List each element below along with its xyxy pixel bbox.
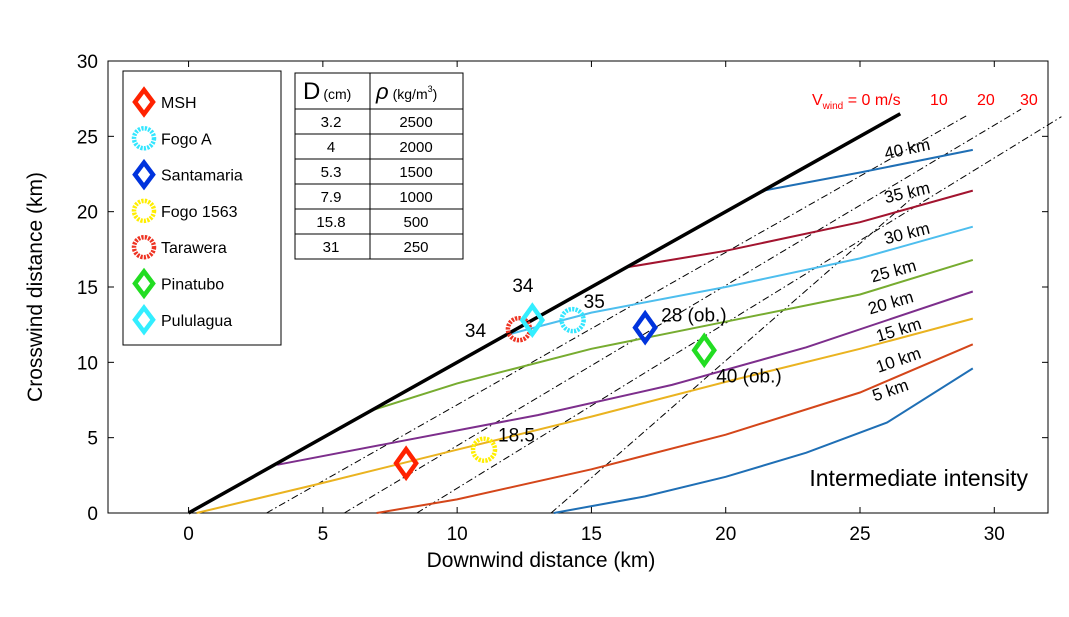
contour-10-km (376, 343, 974, 514)
y-tick-label-10: 10 (77, 353, 98, 374)
contour-5-km (553, 367, 974, 514)
legend-marker-pinatubo (132, 267, 156, 300)
table-cell-diameter-4: 15.8 (316, 214, 345, 231)
marker-pinatubo (691, 332, 717, 369)
contour-40-km (763, 148, 973, 192)
y-axis: 0 5 10 15 20 25 30 (77, 52, 1048, 525)
y-tick-label-15: 15 (77, 278, 98, 299)
y-tick-label-30: 30 (77, 52, 98, 73)
table-cell-diameter-0: 3.2 (321, 114, 342, 131)
table-header-d-symbol: D (303, 78, 320, 105)
table-cell-diameter-3: 7.9 (321, 189, 342, 206)
wind-line-30 (416, 116, 1062, 514)
table-cell-density-4: 500 (403, 214, 428, 231)
table-header-d: D (cm) (303, 78, 351, 105)
table-rows: 3.2 2500 4 2000 5.3 1500 7.9 1000 15.8 500 31 250 (295, 114, 463, 256)
contour-20-km (277, 290, 974, 466)
table-header-d-unit: (cm) (323, 86, 351, 102)
legend-box (122, 70, 282, 346)
marker-fogo-a (559, 306, 586, 334)
legend-label-tarawera: Tarawera (161, 240, 227, 257)
legend-label-santamaria: Santamaria (161, 168, 243, 185)
y-tick-label-5: 5 (87, 429, 98, 450)
marker-label-santamaria: 28 (ob.) (661, 306, 726, 327)
table-header-rho-unit: (kg/m (393, 86, 428, 102)
wind-line-10 (266, 114, 968, 514)
x-tick-label-25: 25 (849, 524, 870, 545)
table-frame (294, 72, 464, 260)
intermediate-intensity-annotation: Intermediate intensity (809, 465, 1028, 491)
x-tick-label-5: 5 (318, 524, 329, 545)
marker-label-fogo-a: 35 (584, 292, 605, 313)
contour-35-km (626, 189, 974, 269)
contour-15-km (196, 317, 974, 514)
y-tick-label-20: 20 (77, 203, 98, 224)
legend: MSH Fogo A Santamaria Fogo 1563 Tarawera Pina… (122, 70, 282, 346)
table-cell-density-3: 1000 (399, 189, 432, 206)
table-cell-diameter-2: 5.3 (321, 164, 342, 181)
x-tick-label-10: 10 (447, 524, 468, 545)
legend-items: MSH Fogo A Santamaria Fogo 1563 Tarawera Pina… (131, 86, 243, 336)
table-cell-diameter-1: 4 (327, 139, 335, 156)
marker-msh (393, 445, 419, 482)
legend-label-fogo-1563: Fogo 1563 (161, 204, 238, 221)
table-cell-density-2: 1500 (399, 164, 432, 181)
wind-label-prefix: V (812, 92, 823, 109)
contour-25-km (370, 258, 974, 412)
table-header-rho-sup: 3 (428, 84, 433, 94)
marker-label-pululagua: 34 (512, 276, 534, 297)
marker-label-fogo-1563: 18.5 (498, 426, 535, 447)
x-tick-label-30: 30 (984, 524, 1005, 545)
table-header-rho-symbol: ρ (375, 79, 389, 104)
legend-label-fogo-a: Fogo A (161, 131, 212, 148)
x-axis-label: Downwind distance (km) (427, 549, 656, 572)
table-cell-density-0: 2500 (399, 114, 432, 131)
wind-speed-label-20: 20 (977, 92, 995, 109)
legend-marker-santamaria (132, 158, 156, 191)
wind-speed-label-30: 30 (1020, 92, 1038, 109)
legend-label-pululagua: Pululagua (161, 313, 232, 330)
wind-line-0-ms (187, 112, 902, 515)
legend-label-msh: MSH (161, 95, 197, 112)
legend-marker-fogo-a (131, 126, 157, 151)
legend-label-pinatubo: Pinatubo (161, 277, 224, 294)
wind-speed-label-10: 10 (930, 92, 948, 109)
marker-santamaria (632, 309, 658, 346)
table-cell-density-1: 2000 (399, 139, 432, 156)
wind-speed-labels: Vwind = 0 m/s 10 20 30 (812, 92, 1038, 112)
legend-marker-pululagua (132, 304, 156, 336)
table-cell-density-5: 250 (403, 239, 428, 256)
y-tick-label-25: 25 (77, 127, 98, 148)
x-axis: 0 5 10 15 20 25 30 (183, 61, 1005, 545)
table-header-rho-close: ) (433, 86, 438, 102)
legend-marker-tarawera (131, 234, 157, 260)
marker-label-pinatubo: 40 (ob.) (716, 366, 781, 387)
y-axis-label: Crosswind distance (km) (24, 172, 47, 402)
marker-fogo-1563 (470, 436, 498, 463)
wind-speed-label-zero: Vwind = 0 m/s (812, 92, 901, 112)
legend-marker-msh (132, 86, 156, 118)
marker-label-tarawera: 34 (465, 321, 487, 342)
y-tick-label-0: 0 (87, 504, 98, 525)
x-tick-label-15: 15 (581, 524, 602, 545)
wind-label-suffix: = 0 m/s (843, 92, 900, 109)
x-tick-label-20: 20 (715, 524, 736, 545)
x-tick-label-0: 0 (183, 524, 194, 545)
particle-properties-table: D (cm) ρ (kg/m3) 3.2 2500 4 2000 5.3 1500 7.9 100… (294, 72, 464, 260)
legend-marker-fogo-1563 (131, 198, 157, 224)
table-cell-diameter-5: 31 (323, 239, 340, 256)
marker-pululagua (519, 302, 546, 339)
wind-line-20 (344, 108, 1022, 514)
table-header-rho: ρ (kg/m3) (375, 79, 437, 104)
wind-label-sub: wind (822, 101, 844, 112)
